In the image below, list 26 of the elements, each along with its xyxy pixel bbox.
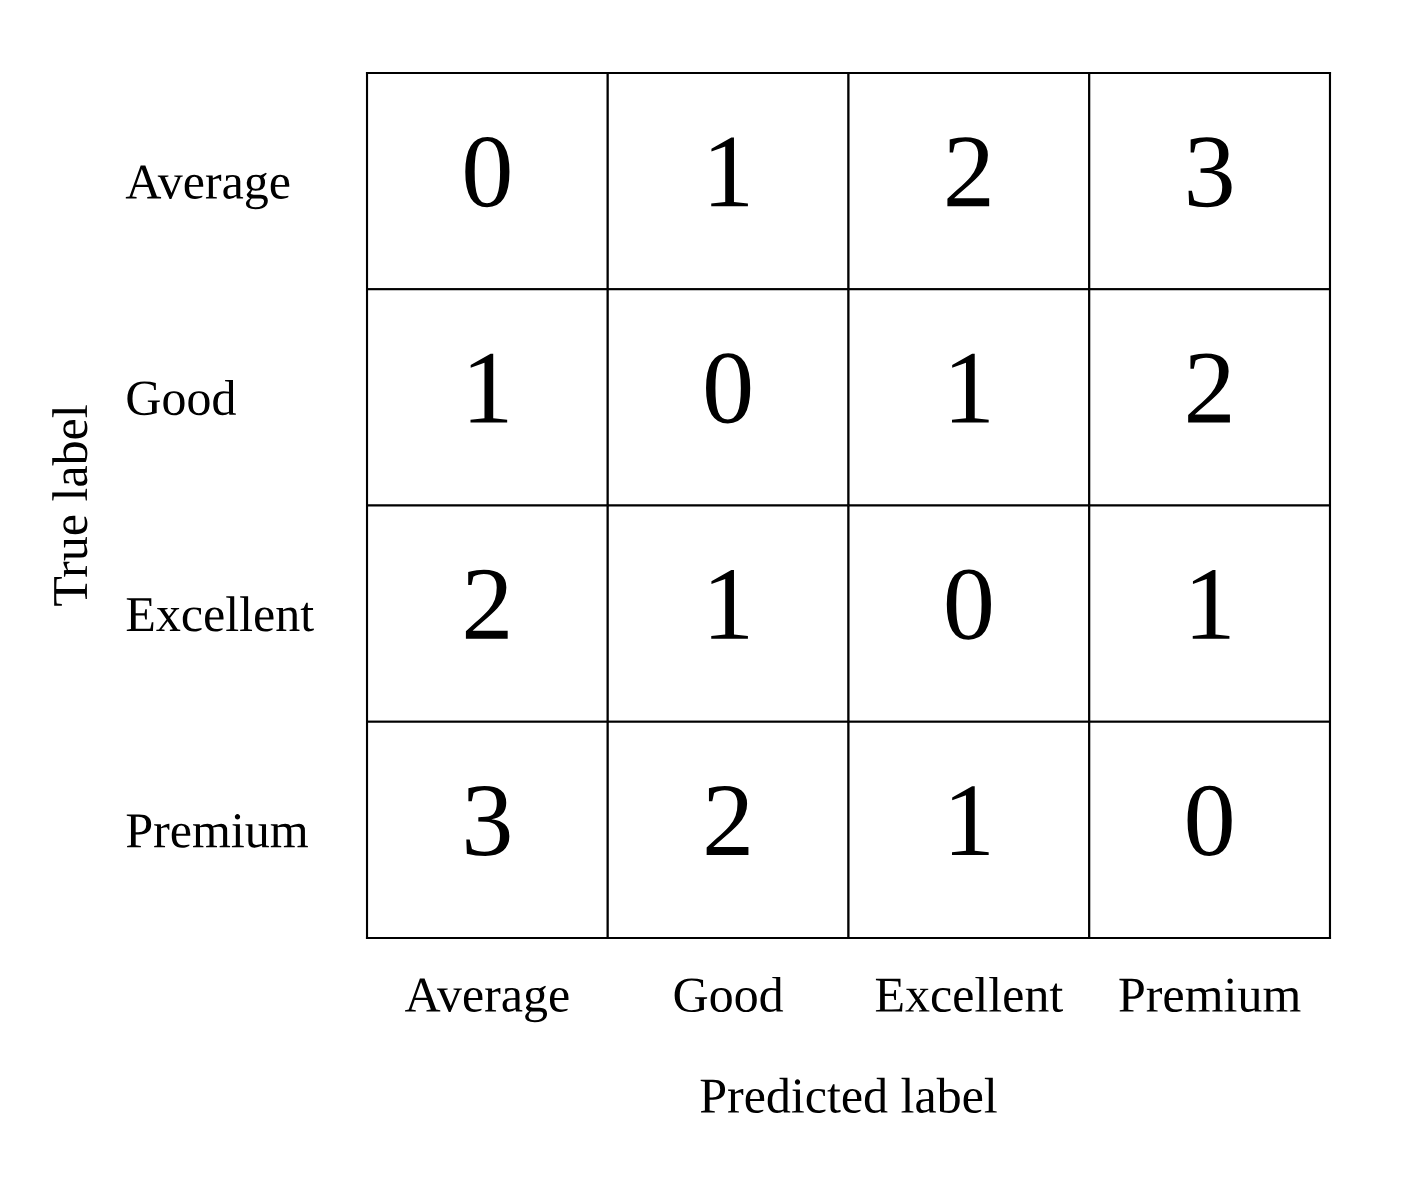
x-tick-label: Premium — [1119, 978, 1301, 1013]
data-label: 1 — [711, 569, 748, 639]
data-label: 0 — [706, 353, 751, 424]
data-label: 0 — [1187, 785, 1232, 856]
data-label: 2 — [947, 137, 990, 207]
y-tick-label: Good — [127, 380, 236, 416]
y-tick-label: Premium — [126, 814, 308, 848]
y-tick-label: Excellent — [126, 596, 314, 632]
data-label: 3 — [466, 785, 510, 856]
data-label: 2 — [465, 569, 508, 639]
x-axis-title: Predicted label — [700, 1077, 997, 1113]
y-tick-label: Average — [125, 165, 290, 210]
data-label: 1 — [952, 353, 989, 423]
x-tick-label: Average — [405, 978, 569, 1023]
data-label: 3 — [1188, 137, 1232, 208]
y-axis-title: True label — [52, 405, 88, 606]
data-label: 2 — [706, 785, 749, 855]
data-label: 1 — [470, 353, 508, 423]
data-label: 1 — [952, 786, 989, 855]
data-label: 0 — [465, 136, 510, 208]
data-label: 1 — [1192, 569, 1230, 639]
x-tick-label: Excellent — [875, 976, 1063, 1013]
x-tick-label: Good — [674, 976, 784, 1013]
data-label: 0 — [946, 569, 991, 640]
data-label: 2 — [1188, 353, 1230, 423]
data-label: 1 — [711, 137, 748, 207]
